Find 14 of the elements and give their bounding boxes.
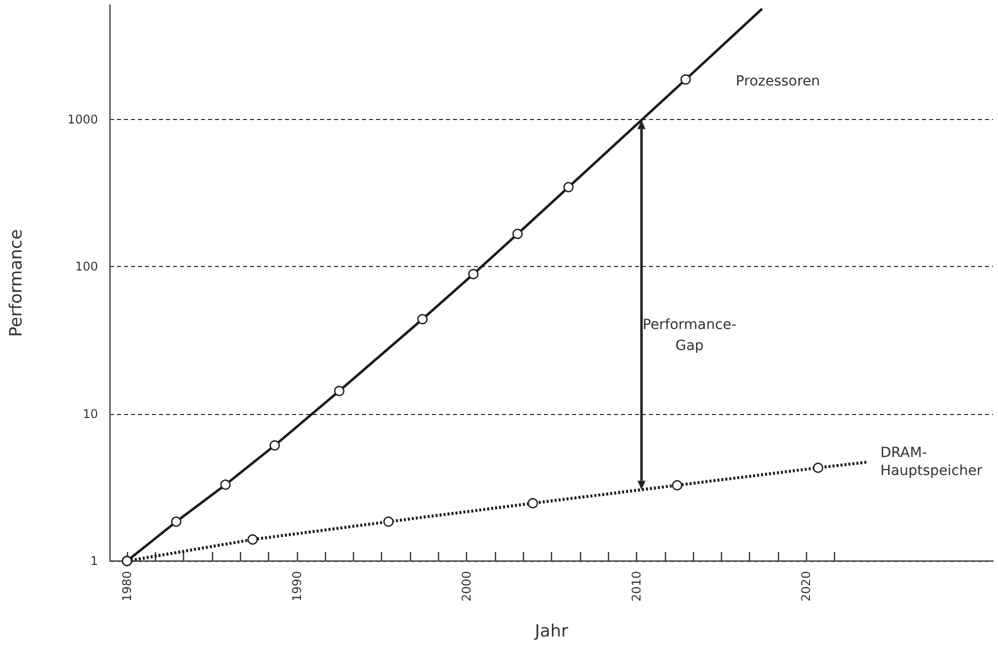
series-label: DRAM-Hauptspeicher (880, 445, 983, 480)
x-tick-label: 2000 (460, 571, 474, 602)
y-axis-title: Performance (6, 229, 26, 337)
x-tick-label: 1990 (290, 571, 304, 602)
y-tick-label: 1 (90, 554, 98, 568)
x-tick-label: 2010 (629, 571, 644, 602)
y-tick-label: 1000 (67, 112, 98, 127)
y-tick-label: 100 (75, 260, 98, 274)
x-tick-label: 2020 (799, 571, 814, 602)
annotation: Performance-Gap (642, 317, 736, 354)
x-tick-label: 1980 (120, 571, 134, 602)
text: Prozessoren (736, 74, 820, 90)
x-axis-title: Jahr (534, 622, 568, 642)
y-tick-label: 10 (82, 406, 98, 421)
